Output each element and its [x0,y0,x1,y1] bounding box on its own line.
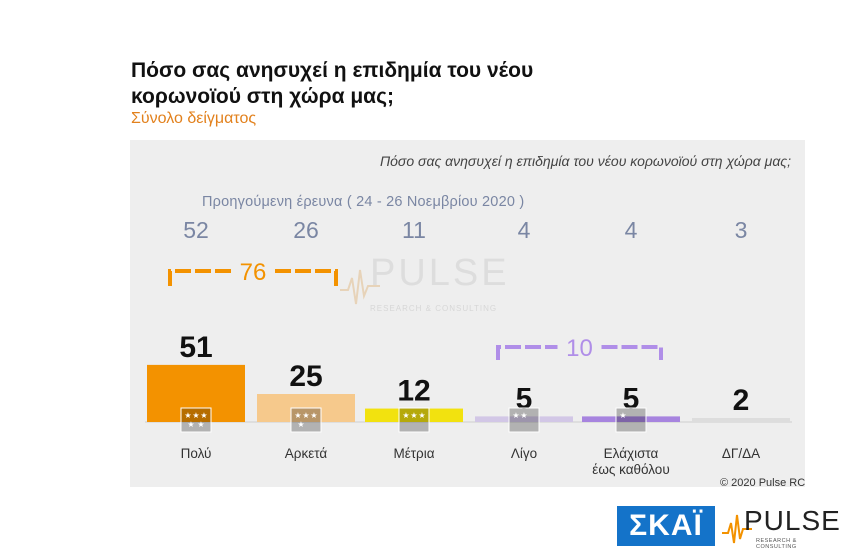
previous-value-4: 4 [625,217,638,243]
group-bracket-left-1 [496,345,558,360]
group-label-0: 76 [240,259,267,286]
star-icon-2-2: ★ [418,411,425,420]
star-icon-0-0: ★ [184,411,191,420]
category-label-4-0: Ελάχιστα [604,446,659,461]
category-label-1: Αρκετά [285,446,328,461]
question-text: Πόσο σας ανησυχεί η επιδημία του νέου κο… [379,153,791,169]
star-icon-1-1: ★ [302,411,309,420]
star-badge-1 [290,407,322,433]
previous-value-0: 52 [183,217,209,243]
category-label-3: Λίγο [511,446,537,461]
star-icon-0-3: ★ [187,420,194,429]
group-bracket-right-1 [601,345,663,360]
star-icon-0-2: ★ [200,411,207,420]
skai-logo: ΣΚΑΪ [617,506,715,546]
category-label-2: Μέτρια [393,446,434,461]
star-icon-4-0: ★ [619,411,626,420]
star-icon-3-1: ★ [520,411,527,420]
pulse-logo-wave-icon [722,514,752,544]
value-label-1: 25 [289,360,322,393]
watermark-sub: RESEARCH & CONSULTING [370,304,498,313]
bar-2 [365,408,463,422]
chart-panel [130,140,805,487]
group-bracket-left-0 [168,269,231,286]
value-label-5: 2 [733,384,750,417]
previous-value-5: 3 [735,217,748,243]
star-badge-3 [508,407,540,433]
star-icon-3-0: ★ [512,411,519,420]
star-icon-2-1: ★ [410,411,417,420]
star-icon-0-4: ★ [197,420,204,429]
star-badge-2 [398,407,430,433]
watermark-word: PULSE [370,252,510,294]
category-label-0: Πολύ [181,446,212,461]
pulse-watermark: PULSE RESEARCH & CONSULTING [340,252,515,316]
group-bracket-right-0 [275,269,338,286]
star-icon-1-2: ★ [310,411,317,420]
previous-survey-label: Προηγούμενη έρευνα ( 24 - 26 Νοεμβρίου 2… [202,194,525,210]
chart-title: Πόσο σας ανησυχεί η επιδημία του νέου κο… [131,59,534,108]
category-label-4-1: έως καθόλου [592,462,669,477]
pulse-logo-sub: RESEARCH & CONSULTING [756,538,797,550]
copyright-text: © 2020 Pulse RC [720,477,806,489]
value-label-0: 51 [179,331,212,364]
star-icon-1-0: ★ [294,411,301,420]
star-icon-0-1: ★ [192,411,199,420]
previous-value-3: 4 [518,217,531,243]
value-label-3: 5 [516,382,533,415]
star-icon-2-0: ★ [402,411,409,420]
star-badge-4 [615,407,647,433]
group-label-1: 10 [566,335,593,362]
value-label-4: 5 [623,382,640,415]
previous-value-1: 26 [293,217,319,243]
value-label-2: 12 [397,375,430,408]
star-badge-0 [180,407,212,433]
pulse-logo: PULSE RESEARCH & CONSULTING [722,505,840,550]
pulse-logo-word: PULSE [744,505,841,536]
previous-value-2: 11 [402,217,426,243]
bar-5 [692,418,790,422]
chart-subtitle: Σύνολο δείγματος [131,110,257,127]
pulse-wave-icon [340,269,380,305]
star-icon-1-3: ★ [297,420,304,429]
category-label-5: ΔΓ/ΔΑ [722,446,760,461]
bar-0 [147,364,245,422]
bar-4 [582,416,680,422]
bar-3 [475,416,573,422]
